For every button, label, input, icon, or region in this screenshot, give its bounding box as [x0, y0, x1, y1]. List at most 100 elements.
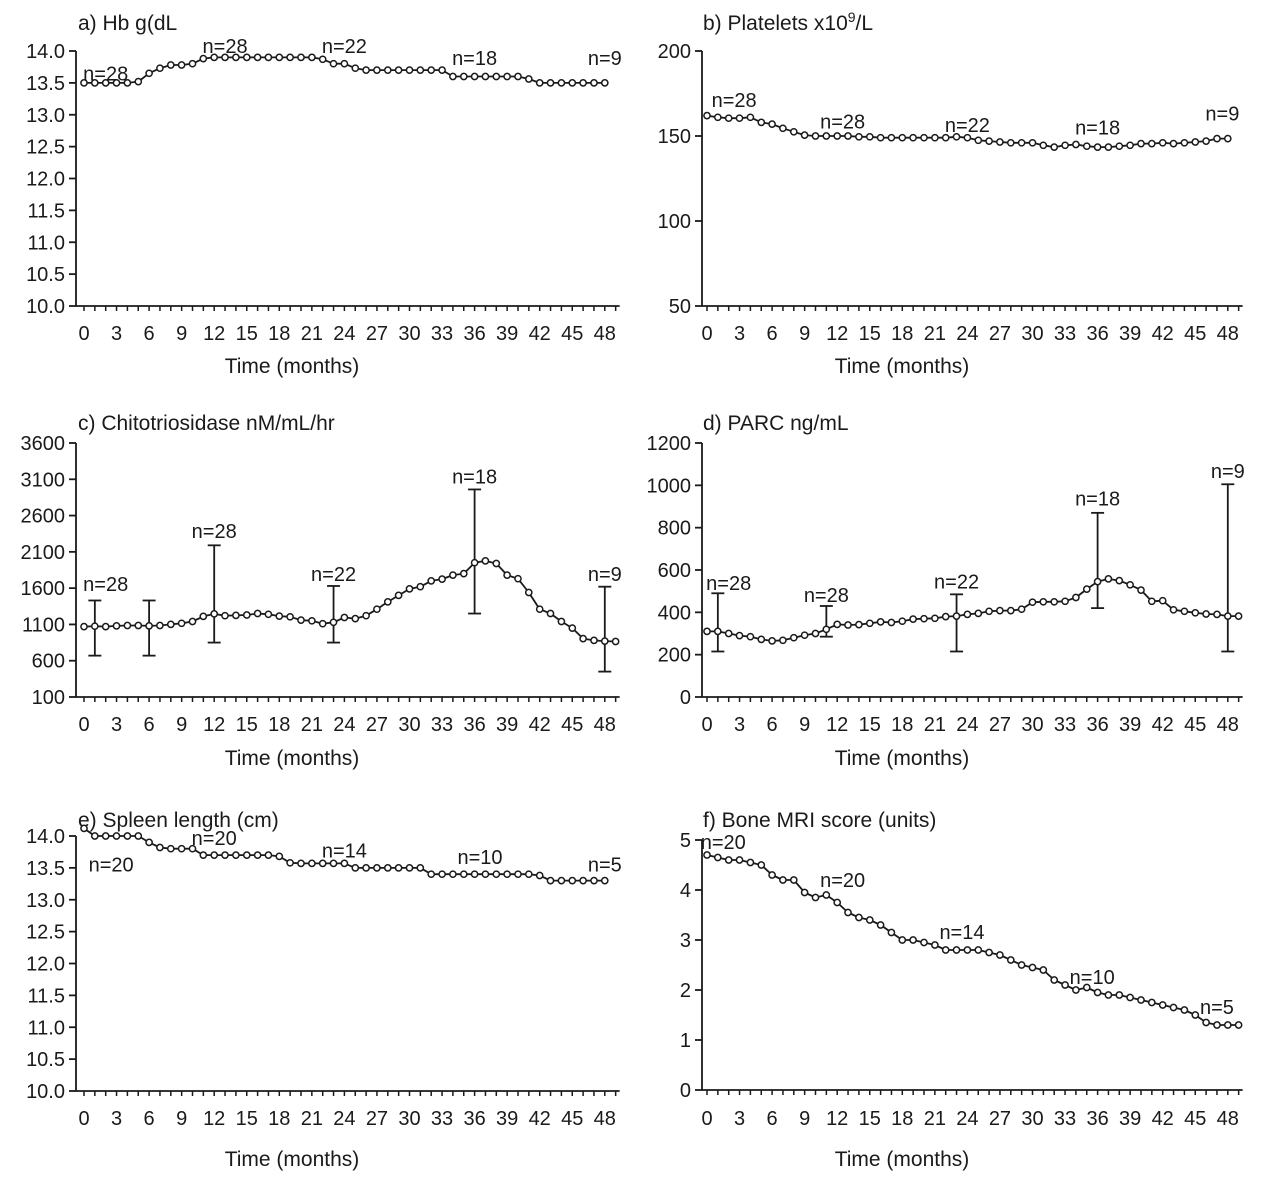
data-point-marker	[383, 598, 392, 606]
data-point-marker	[503, 870, 511, 879]
data-point-marker	[1126, 141, 1134, 150]
data-point-marker	[1158, 138, 1167, 147]
data-point-marker	[735, 856, 744, 864]
panel-e-title: e) Spleen length (cm)	[78, 809, 279, 832]
data-point-marker	[590, 876, 598, 885]
data-point-marker	[449, 571, 457, 579]
x-tick-label: 18	[891, 323, 913, 345]
data-point-marker	[1223, 134, 1232, 143]
data-point-markers	[703, 111, 1232, 151]
data-point-marker	[876, 618, 885, 626]
data-point-marker	[416, 582, 425, 591]
panel-c-chitotriosidase: c) Chitotriosidase nM/mL/hr 3600 3100 2600 2…	[0, 400, 640, 800]
n-count-label: n=14	[939, 922, 984, 944]
data-point-marker	[1147, 998, 1156, 1007]
y-tick-label: 200	[658, 645, 691, 667]
y-tick-label: 3	[680, 930, 691, 952]
data-point-marker	[524, 870, 533, 879]
data-point-marker	[746, 858, 755, 867]
x-tick-label: 18	[891, 714, 913, 736]
data-point-marker	[514, 72, 522, 81]
data-point-marker	[232, 53, 240, 62]
data-point-marker	[438, 575, 446, 583]
n-count-label: n=28	[712, 90, 757, 112]
x-tick-label: 30	[1021, 1108, 1043, 1130]
data-point-marker	[1180, 1006, 1189, 1014]
data-point-marker	[459, 870, 468, 879]
data-point-marker	[996, 606, 1004, 615]
data-point-marker	[1137, 586, 1145, 594]
data-point-marker	[974, 136, 983, 145]
data-point-marker	[909, 615, 917, 623]
data-point-marker	[145, 622, 153, 630]
x-tick-label: 9	[799, 323, 810, 345]
y-tick-label: 13.5	[26, 858, 65, 880]
panel-b-platelets: b) Platelets x109/L 200 150 100 50 0 3 6 9 12 15 18…	[640, 0, 1280, 400]
data-point-marker	[1223, 612, 1232, 620]
data-point-marker	[177, 61, 186, 69]
data-point-marker	[703, 111, 711, 120]
data-point-marker	[800, 131, 809, 139]
data-point-marker	[779, 124, 787, 133]
x-tick-label: 12	[826, 714, 848, 736]
data-point-marker	[898, 936, 907, 944]
data-point-marker	[524, 588, 533, 597]
data-point-marker	[90, 622, 99, 631]
x-tick-label: 24	[333, 714, 355, 736]
x-tick-label: 15	[859, 714, 881, 736]
data-point-marker	[242, 851, 251, 859]
data-point-marker	[275, 852, 284, 861]
data-point-marker	[579, 634, 587, 643]
x-axis-title: Time (months)	[835, 1148, 970, 1171]
y-tick-label: 50	[669, 296, 691, 318]
x-tick-label: 0	[78, 1108, 89, 1130]
x-tick-label: 9	[176, 714, 187, 736]
data-point-marker	[1213, 610, 1221, 619]
n-count-label: n=28	[83, 574, 128, 596]
data-point-marker	[887, 618, 896, 627]
data-point-marker	[546, 609, 555, 618]
error-bar	[1221, 483, 1235, 653]
x-tick-label: 9	[799, 714, 810, 736]
data-point-marker	[1115, 991, 1124, 999]
data-point-marker	[768, 637, 776, 645]
data-point-marker	[579, 876, 587, 885]
n-count-label: n=9	[1211, 461, 1245, 483]
data-point-marker	[101, 79, 110, 87]
data-point-marker	[811, 132, 820, 140]
x-axis-title: Time (months)	[225, 1148, 360, 1171]
data-point-marker	[221, 53, 229, 62]
data-point-marker	[952, 612, 961, 620]
data-point-marker	[427, 870, 436, 879]
data-point-marker	[459, 72, 468, 81]
data-point-marker	[844, 908, 852, 917]
x-tick-label: 3	[734, 714, 745, 736]
error-bar	[207, 544, 221, 644]
x-tick-label: 0	[78, 323, 89, 345]
data-point-marker	[789, 876, 798, 884]
data-point-marker	[1050, 597, 1059, 606]
y-tick-label: 1200	[647, 433, 692, 455]
data-point-marker	[1093, 988, 1102, 997]
data-point-marker	[963, 610, 972, 619]
data-point-marker	[1072, 593, 1080, 602]
x-tick-label: 48	[594, 714, 616, 736]
data-point-marker	[318, 619, 327, 628]
data-point-marker	[713, 627, 722, 636]
data-point-marker	[600, 637, 609, 645]
x-tick-label: 48	[1217, 714, 1239, 736]
data-point-marker	[253, 609, 262, 618]
data-point-marker	[481, 72, 490, 81]
data-point-marker	[470, 72, 479, 81]
data-point-marker	[1147, 139, 1156, 148]
data-point-marker	[438, 870, 446, 879]
data-point-marker	[101, 622, 110, 631]
data-point-marker	[713, 853, 722, 862]
x-tick-label: 30	[398, 323, 420, 345]
data-point-marker	[1082, 983, 1091, 992]
data-point-marker	[735, 114, 744, 123]
x-tick-label: 42	[1152, 323, 1174, 345]
data-point-marker	[373, 66, 381, 74]
y-tick-label: 1600	[21, 578, 66, 600]
x-tick-label: 24	[956, 714, 978, 736]
